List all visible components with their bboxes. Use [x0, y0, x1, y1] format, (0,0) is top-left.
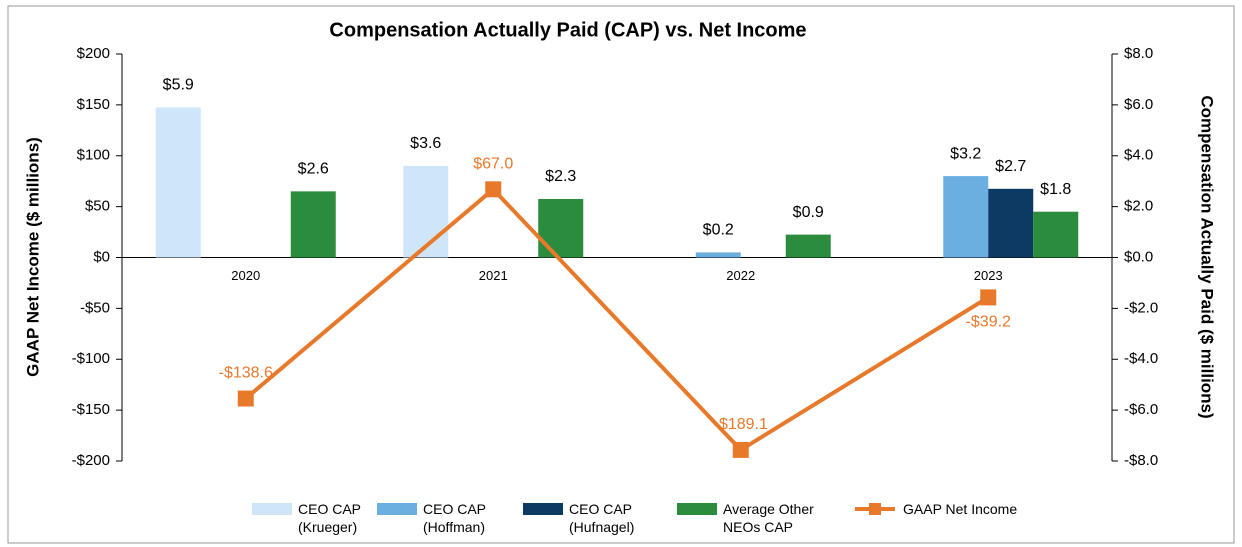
y2-tick-label: $6.0	[1124, 96, 1153, 113]
y2-tick-label: -$2.0	[1124, 299, 1158, 316]
line-value-label: -$39.2	[966, 314, 1011, 331]
legend-swatch	[677, 503, 717, 515]
legend-item: CEO CAP (Hufnagel)	[523, 500, 634, 536]
x-tick-label: 2023	[974, 268, 1003, 283]
y2-tick-label: -$4.0	[1124, 350, 1158, 367]
bar-value-label: $0.2	[703, 222, 734, 239]
bar	[943, 176, 989, 258]
y-tick-label: -$100	[72, 350, 110, 367]
legend-label: CEO CAP (Hufnagel)	[569, 501, 635, 535]
bar	[538, 198, 584, 258]
legend-swatch	[377, 503, 417, 515]
y-tick-label: $0	[93, 248, 110, 265]
bar-value-label: $1.8	[1040, 181, 1071, 198]
y-tick-label: -$200	[72, 452, 110, 469]
legend-label: CEO CAP (Krueger)	[298, 501, 362, 535]
x-tick-label: 2020	[231, 268, 260, 283]
bar-value-label: $2.3	[545, 168, 576, 185]
bar	[988, 188, 1034, 258]
legend-marker	[869, 503, 881, 515]
bar-value-label: $5.9	[163, 77, 194, 94]
frame	[7, 5, 1235, 544]
legend-item: CEO CAP (Krueger)	[252, 500, 361, 536]
y-tick-label: $100	[77, 147, 110, 164]
line-marker	[980, 289, 997, 306]
bar	[403, 165, 449, 258]
y2-tick-label: -$6.0	[1124, 401, 1158, 418]
bar-value-label: $2.7	[995, 158, 1026, 175]
legend-item: Average Other NEOs CAP	[677, 500, 814, 536]
bar	[785, 234, 831, 258]
y2-tick-label: $4.0	[1124, 147, 1153, 164]
legend-label: CEO CAP (Hoffman)	[423, 501, 487, 535]
legend: CEO CAP (Krueger) CEO CAP (Hoffman) CEO CA…	[0, 500, 1242, 544]
legend-swatch	[252, 503, 292, 515]
legend-item: CEO CAP (Hoffman)	[377, 500, 486, 536]
x-tick-label: 2021	[479, 268, 508, 283]
line-value-label: -$138.6	[219, 365, 273, 382]
y2-tick-label: $8.0	[1124, 45, 1153, 62]
x-tick-label: 2022	[726, 268, 755, 283]
line-marker	[237, 390, 254, 407]
bar	[155, 107, 201, 258]
y2-tick-label: -$8.0	[1124, 452, 1158, 469]
bar-value-label: $3.2	[950, 145, 981, 162]
y-axis-label: GAAP Net Income ($ millions)	[23, 137, 42, 377]
bar-value-label: $2.6	[298, 161, 329, 178]
y2-tick-label: $0.0	[1124, 248, 1153, 265]
line-marker	[485, 181, 502, 198]
line-marker	[732, 441, 749, 458]
line-value-label: $67.0	[473, 156, 513, 173]
legend-label: Average Other NEOs CAP	[723, 501, 814, 535]
line	[244, 187, 990, 452]
y2-axis-label: Compensation Actually Paid ($ millions)	[1198, 95, 1217, 418]
y-tick-label: -$50	[80, 299, 110, 316]
bar-value-label: $0.9	[793, 204, 824, 221]
legend-label: GAAP Net Income	[903, 501, 1018, 517]
y-tick-label: $50	[85, 198, 110, 215]
line-value-label: -$189.1	[714, 416, 768, 433]
y-tick-label: -$150	[72, 401, 110, 418]
bar-value-label: $3.6	[410, 135, 441, 152]
legend-swatch	[523, 503, 563, 515]
chart-title: Compensation Actually Paid (CAP) vs. Net…	[329, 19, 806, 41]
bar	[695, 252, 741, 258]
y-tick-label: $200	[77, 45, 110, 62]
y-tick-label: $150	[77, 96, 110, 113]
legend-swatch	[855, 503, 895, 515]
bar	[1033, 211, 1079, 258]
y2-tick-label: $2.0	[1124, 198, 1153, 215]
legend-item: GAAP Net Income	[855, 500, 1017, 518]
bar	[290, 191, 336, 258]
